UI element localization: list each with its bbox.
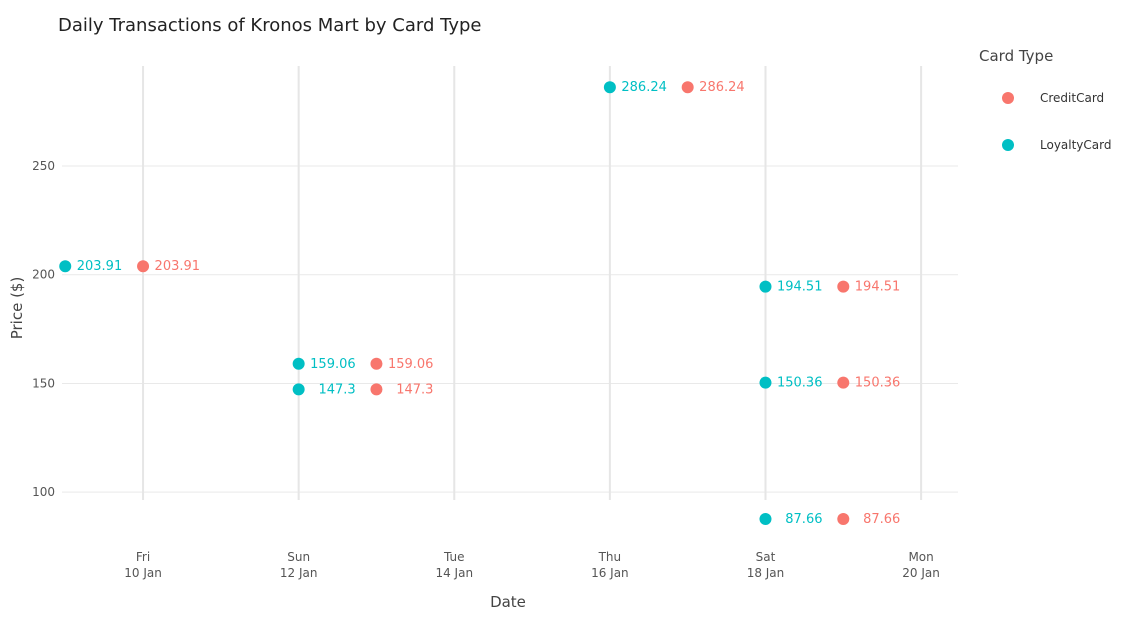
x-tick-day: Tue — [443, 550, 465, 564]
point-creditcard — [370, 383, 383, 396]
legend-title: Card Type — [979, 47, 1053, 65]
legend-label-creditcard: CreditCard — [1040, 91, 1104, 105]
point-creditcard — [370, 357, 383, 370]
data-label-creditcard: 87.66 — [863, 512, 900, 527]
legend-label-loyaltycard: LoyaltyCard — [1040, 138, 1111, 152]
data-labels: 203.91 159.06 147.3 286.24 194.51 150.36 87.66… — [77, 80, 901, 527]
point-creditcard — [837, 280, 850, 293]
x-tick-date: 10 Jan — [124, 566, 162, 580]
y-tick-label: 150 — [32, 376, 55, 390]
x-tick-day: Sat — [756, 550, 776, 564]
x-tick-date: 20 Jan — [902, 566, 940, 580]
y-tick-label: 200 — [32, 268, 55, 282]
data-label-loyaltycard: 87.66 — [785, 512, 822, 527]
chart-title: Daily Transactions of Kronos Mart by Car… — [58, 15, 481, 36]
data-label-creditcard: 203.91 — [155, 259, 201, 274]
x-tick-date: 16 Jan — [591, 566, 629, 580]
point-loyaltycard — [759, 280, 772, 293]
data-label-creditcard: 194.51 — [855, 280, 901, 295]
x-tick-date: 12 Jan — [280, 566, 318, 580]
data-label-loyaltycard: 159.06 — [310, 357, 356, 372]
point-loyaltycard — [292, 357, 305, 370]
x-tick-day: Mon — [908, 550, 933, 564]
point-loyaltycard — [59, 260, 72, 273]
axis-ticks: 100 150 200 250 Fri 10 Jan Sun 12 Jan Tue 14 Jan T… — [32, 159, 940, 580]
data-label-loyaltycard: 194.51 — [777, 280, 823, 295]
data-label-creditcard: 286.24 — [699, 80, 745, 95]
point-creditcard — [837, 512, 850, 525]
y-tick-label: 250 — [32, 159, 55, 173]
point-loyaltycard — [292, 383, 305, 396]
x-axis-title: Date — [490, 593, 526, 611]
y-tick-label: 100 — [32, 485, 55, 499]
point-loyaltycard — [603, 81, 616, 94]
point-loyaltycard — [759, 512, 772, 525]
data-points — [59, 81, 850, 525]
x-tick-day: Sun — [287, 550, 310, 564]
data-label-loyaltycard: 286.24 — [621, 80, 667, 95]
point-loyaltycard — [759, 376, 772, 389]
point-creditcard — [681, 81, 694, 94]
legend-marker-creditcard — [1002, 92, 1014, 104]
data-label-loyaltycard: 203.91 — [77, 259, 123, 274]
data-label-creditcard: 159.06 — [388, 357, 434, 372]
data-label-creditcard: 150.36 — [855, 376, 901, 391]
x-tick-date: 14 Jan — [435, 566, 473, 580]
x-tick-day: Fri — [136, 550, 150, 564]
data-label-loyaltycard: 150.36 — [777, 376, 823, 391]
legend: Card Type CreditCard LoyaltyCard — [979, 47, 1111, 152]
y-axis-title: Price ($) — [8, 277, 26, 340]
data-label-loyaltycard: 147.3 — [318, 382, 355, 397]
point-creditcard — [837, 376, 850, 389]
legend-marker-loyaltycard — [1002, 139, 1014, 151]
gridlines — [62, 66, 958, 500]
x-tick-day: Thu — [598, 550, 622, 564]
x-tick-date: 18 Jan — [747, 566, 785, 580]
data-label-creditcard: 147.3 — [396, 382, 433, 397]
point-creditcard — [137, 260, 150, 273]
